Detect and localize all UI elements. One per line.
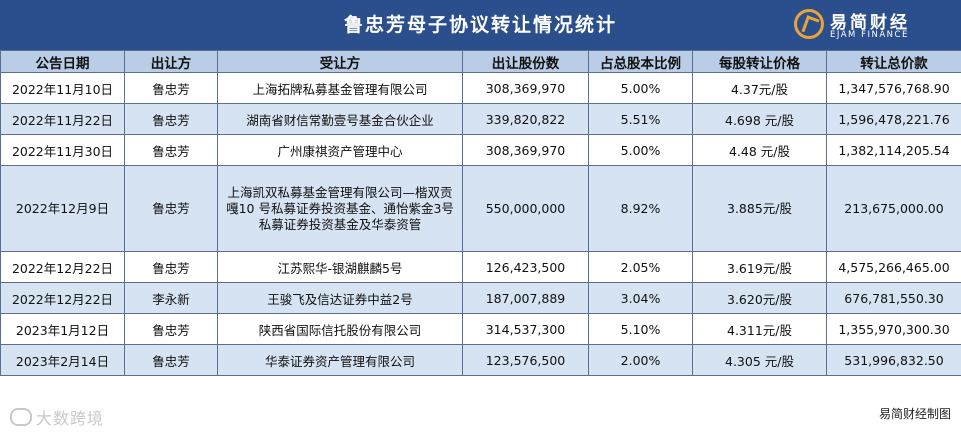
cell-ratio: 3.04% <box>588 282 693 314</box>
cell-total: 1,355,970,300.30 <box>826 313 961 345</box>
cell-shares: 126,423,500 <box>462 251 589 283</box>
logo-en: EJAM FINANCE <box>830 30 909 40</box>
table-row: 2022年11月30日 鲁忠芳 广州康祺资产管理中心 308,369,970 5… <box>0 134 961 166</box>
cell-shares: 123,576,500 <box>462 344 589 376</box>
cell-buyer: 王骏飞及信达证券中益2号 <box>217 282 463 314</box>
cell-price: 4.37元/股 <box>692 72 827 104</box>
cell-price: 3.620元/股 <box>692 282 827 314</box>
cell-buyer: 上海凯双私募基金管理有限公司—楷双贡嘎10 号私募证券投资基金、通怡紫金3号私募… <box>217 165 463 252</box>
cell-price: 4.48 元/股 <box>692 134 827 166</box>
cell-total: 213,675,000.00 <box>826 165 961 252</box>
cell-date: 2022年12月9日 <box>0 165 125 252</box>
cell-ratio: 2.05% <box>588 251 693 283</box>
col-header-total: 转让总价款 <box>826 50 961 73</box>
cell-shares: 314,537,300 <box>462 313 589 345</box>
cell-seller: 鲁忠芳 <box>124 251 218 283</box>
cell-buyer: 陕西省国际信托股份有限公司 <box>217 313 463 345</box>
cell-buyer: 江苏熙华-银湖麒麟5号 <box>217 251 463 283</box>
cell-date: 2023年1月12日 <box>0 313 125 345</box>
cell-buyer: 湖南省财信常勤壹号基金合伙企业 <box>217 103 463 135</box>
page-title: 鲁忠芳母子协议转让情况统计 <box>343 14 617 36</box>
title-bar: 鲁忠芳母子协议转让情况统计 易简财经 EJAM FINANCE <box>0 0 961 50</box>
watermark-text: 大数跨境 <box>36 409 105 428</box>
cell-price: 3.885元/股 <box>692 165 827 252</box>
chart-credit: 易简财经制图 <box>878 407 951 421</box>
table-header-row: 公告日期 出让方 受让方 出让股份数 占总股本比例 每股转让价格 转让总价款 <box>0 50 961 73</box>
cell-price: 4.311元/股 <box>692 313 827 345</box>
cell-total: 1,347,576,768.90 <box>826 72 961 104</box>
watermark: 大数跨境 <box>10 405 104 429</box>
cell-ratio: 5.00% <box>588 72 693 104</box>
cell-date: 2023年2月14日 <box>0 344 125 376</box>
cell-date: 2022年11月30日 <box>0 134 125 166</box>
cell-seller: 鲁忠芳 <box>124 103 218 135</box>
cell-shares: 550,000,000 <box>462 165 589 252</box>
col-header-buyer: 受让方 <box>217 50 463 73</box>
col-header-price: 每股转让价格 <box>692 50 827 73</box>
cell-ratio: 5.10% <box>588 313 693 345</box>
table-row: 2022年12月9日 鲁忠芳 上海凯双私募基金管理有限公司—楷双贡嘎10 号私募… <box>0 165 961 252</box>
cell-seller: 鲁忠芳 <box>124 344 218 376</box>
cell-date: 2022年12月22日 <box>0 282 125 314</box>
table-row: 2022年11月22日 鲁忠芳 湖南省财信常勤壹号基金合伙企业 339,820,… <box>0 103 961 135</box>
cell-ratio: 8.92% <box>588 165 693 252</box>
cell-seller: 鲁忠芳 <box>124 134 218 166</box>
cell-ratio: 5.00% <box>588 134 693 166</box>
cell-total: 4,575,266,465.00 <box>826 251 961 283</box>
cell-buyer: 广州康祺资产管理中心 <box>217 134 463 166</box>
table-row: 2023年1月12日 鲁忠芳 陕西省国际信托股份有限公司 314,537,300… <box>0 313 961 345</box>
transfer-table: 公告日期 出让方 受让方 出让股份数 占总股本比例 每股转让价格 转让总价款 2… <box>0 50 961 376</box>
cell-date: 2022年12月22日 <box>0 251 125 283</box>
cell-shares: 187,007,889 <box>462 282 589 314</box>
cell-price: 3.619元/股 <box>692 251 827 283</box>
cell-buyer: 华泰证券资产管理有限公司 <box>217 344 463 376</box>
brand-logo: 易简财经 EJAM FINANCE <box>794 8 954 44</box>
cell-seller: 鲁忠芳 <box>124 72 218 104</box>
table-row: 2022年11月10日 鲁忠芳 上海拓牌私募基金管理有限公司 308,369,9… <box>0 72 961 104</box>
cell-seller: 李永新 <box>124 282 218 314</box>
table-row: 2022年12月22日 李永新 王骏飞及信达证券中益2号 187,007,889… <box>0 282 961 314</box>
cell-shares: 308,369,970 <box>462 134 589 166</box>
cell-seller: 鲁忠芳 <box>124 165 218 252</box>
cell-ratio: 5.51% <box>588 103 693 135</box>
cell-shares: 339,820,822 <box>462 103 589 135</box>
logo-name: 易简财经 <box>830 13 910 33</box>
cell-price: 4.305 元/股 <box>692 344 827 376</box>
cell-total: 1,382,114,205.54 <box>826 134 961 166</box>
col-header-seller: 出让方 <box>124 50 218 73</box>
table-row: 2023年2月14日 鲁忠芳 华泰证券资产管理有限公司 123,576,500 … <box>0 344 961 376</box>
col-header-ratio: 占总股本比例 <box>588 50 693 73</box>
cell-ratio: 2.00% <box>588 344 693 376</box>
col-header-shares: 出让股份数 <box>462 50 589 73</box>
watermark-icon <box>10 408 32 426</box>
cell-date: 2022年11月22日 <box>0 103 125 135</box>
table-row: 2022年12月22日 鲁忠芳 江苏熙华-银湖麒麟5号 126,423,500 … <box>0 251 961 283</box>
col-header-date: 公告日期 <box>0 50 125 73</box>
cell-total: 1,596,478,221.76 <box>826 103 961 135</box>
logo-icon <box>794 9 824 39</box>
cell-total: 531,996,832.50 <box>826 344 961 376</box>
cell-total: 676,781,550.30 <box>826 282 961 314</box>
cell-buyer: 上海拓牌私募基金管理有限公司 <box>217 72 463 104</box>
cell-price: 4.698 元/股 <box>692 103 827 135</box>
cell-seller: 鲁忠芳 <box>124 313 218 345</box>
cell-date: 2022年11月10日 <box>0 72 125 104</box>
cell-shares: 308,369,970 <box>462 72 589 104</box>
